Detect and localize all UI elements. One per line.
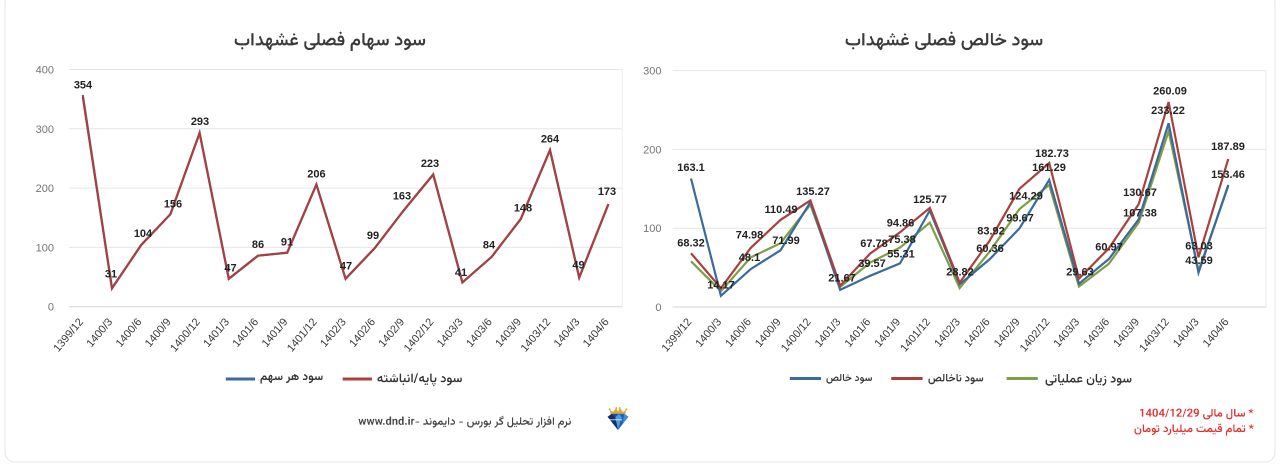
svg-text:43.59: 43.59 [1185, 255, 1213, 267]
svg-text:47: 47 [340, 261, 352, 273]
svg-text:68.32: 68.32 [677, 238, 705, 250]
svg-text:200: 200 [36, 183, 54, 195]
svg-text:163.1: 163.1 [677, 162, 705, 174]
svg-text:300: 300 [643, 66, 661, 78]
svg-text:71.99: 71.99 [772, 235, 800, 247]
svg-text:100: 100 [643, 223, 661, 235]
svg-text:0: 0 [48, 302, 54, 314]
svg-text:187.89: 187.89 [1211, 141, 1245, 153]
svg-text:49: 49 [572, 260, 584, 272]
svg-text:29.63: 29.63 [1066, 267, 1094, 279]
svg-text:94.86: 94.86 [887, 218, 915, 230]
svg-text:74.98: 74.98 [736, 230, 764, 242]
svg-text:264: 264 [541, 134, 560, 146]
svg-text:21.67: 21.67 [828, 273, 856, 285]
svg-text:48.1: 48.1 [739, 252, 760, 264]
svg-text:400: 400 [36, 65, 54, 77]
svg-text:200: 200 [643, 144, 661, 156]
svg-text:100: 100 [36, 242, 54, 254]
svg-text:60.97: 60.97 [1095, 242, 1123, 254]
svg-text:260.09: 260.09 [1153, 86, 1187, 98]
svg-text:104: 104 [134, 228, 153, 240]
svg-text:130.67: 130.67 [1123, 187, 1157, 199]
svg-text:161.29: 161.29 [1032, 162, 1066, 174]
svg-text:28.82: 28.82 [946, 267, 974, 279]
svg-text:153.46: 153.46 [1211, 169, 1245, 181]
svg-text:99: 99 [367, 230, 379, 242]
svg-text:135.27: 135.27 [796, 186, 830, 198]
svg-text:67.78: 67.78 [860, 238, 888, 250]
svg-text:148: 148 [514, 203, 532, 215]
svg-text:84: 84 [483, 240, 496, 252]
svg-text:60.36: 60.36 [976, 243, 1004, 255]
svg-text:163: 163 [393, 191, 411, 203]
svg-text:233.22: 233.22 [1151, 105, 1185, 117]
svg-text:75.38: 75.38 [888, 234, 916, 246]
svg-text:63.03: 63.03 [1185, 241, 1213, 253]
svg-text:14.17: 14.17 [707, 280, 735, 292]
svg-text:110.49: 110.49 [764, 204, 797, 216]
svg-text:125.77: 125.77 [913, 194, 947, 206]
svg-text:0: 0 [655, 302, 661, 314]
svg-text:86: 86 [252, 239, 264, 251]
svg-text:91: 91 [281, 237, 293, 249]
svg-text:300: 300 [36, 124, 54, 136]
svg-text:173: 173 [598, 186, 616, 198]
svg-text:55.31: 55.31 [887, 249, 915, 261]
svg-text:47: 47 [224, 263, 236, 275]
svg-text:156: 156 [164, 199, 182, 211]
svg-text:83.92: 83.92 [977, 226, 1005, 238]
svg-text:107.38: 107.38 [1123, 208, 1157, 220]
svg-text:39.57: 39.57 [858, 258, 886, 270]
svg-text:31: 31 [105, 269, 117, 281]
svg-text:182.73: 182.73 [1035, 148, 1069, 160]
svg-text:354: 354 [74, 80, 93, 92]
svg-text:99.67: 99.67 [1006, 213, 1034, 225]
svg-text:206: 206 [307, 169, 325, 181]
svg-text:41: 41 [455, 267, 467, 279]
svg-text:223: 223 [421, 158, 439, 170]
svg-text:293: 293 [191, 116, 209, 128]
svg-text:124.29: 124.29 [1009, 191, 1043, 203]
